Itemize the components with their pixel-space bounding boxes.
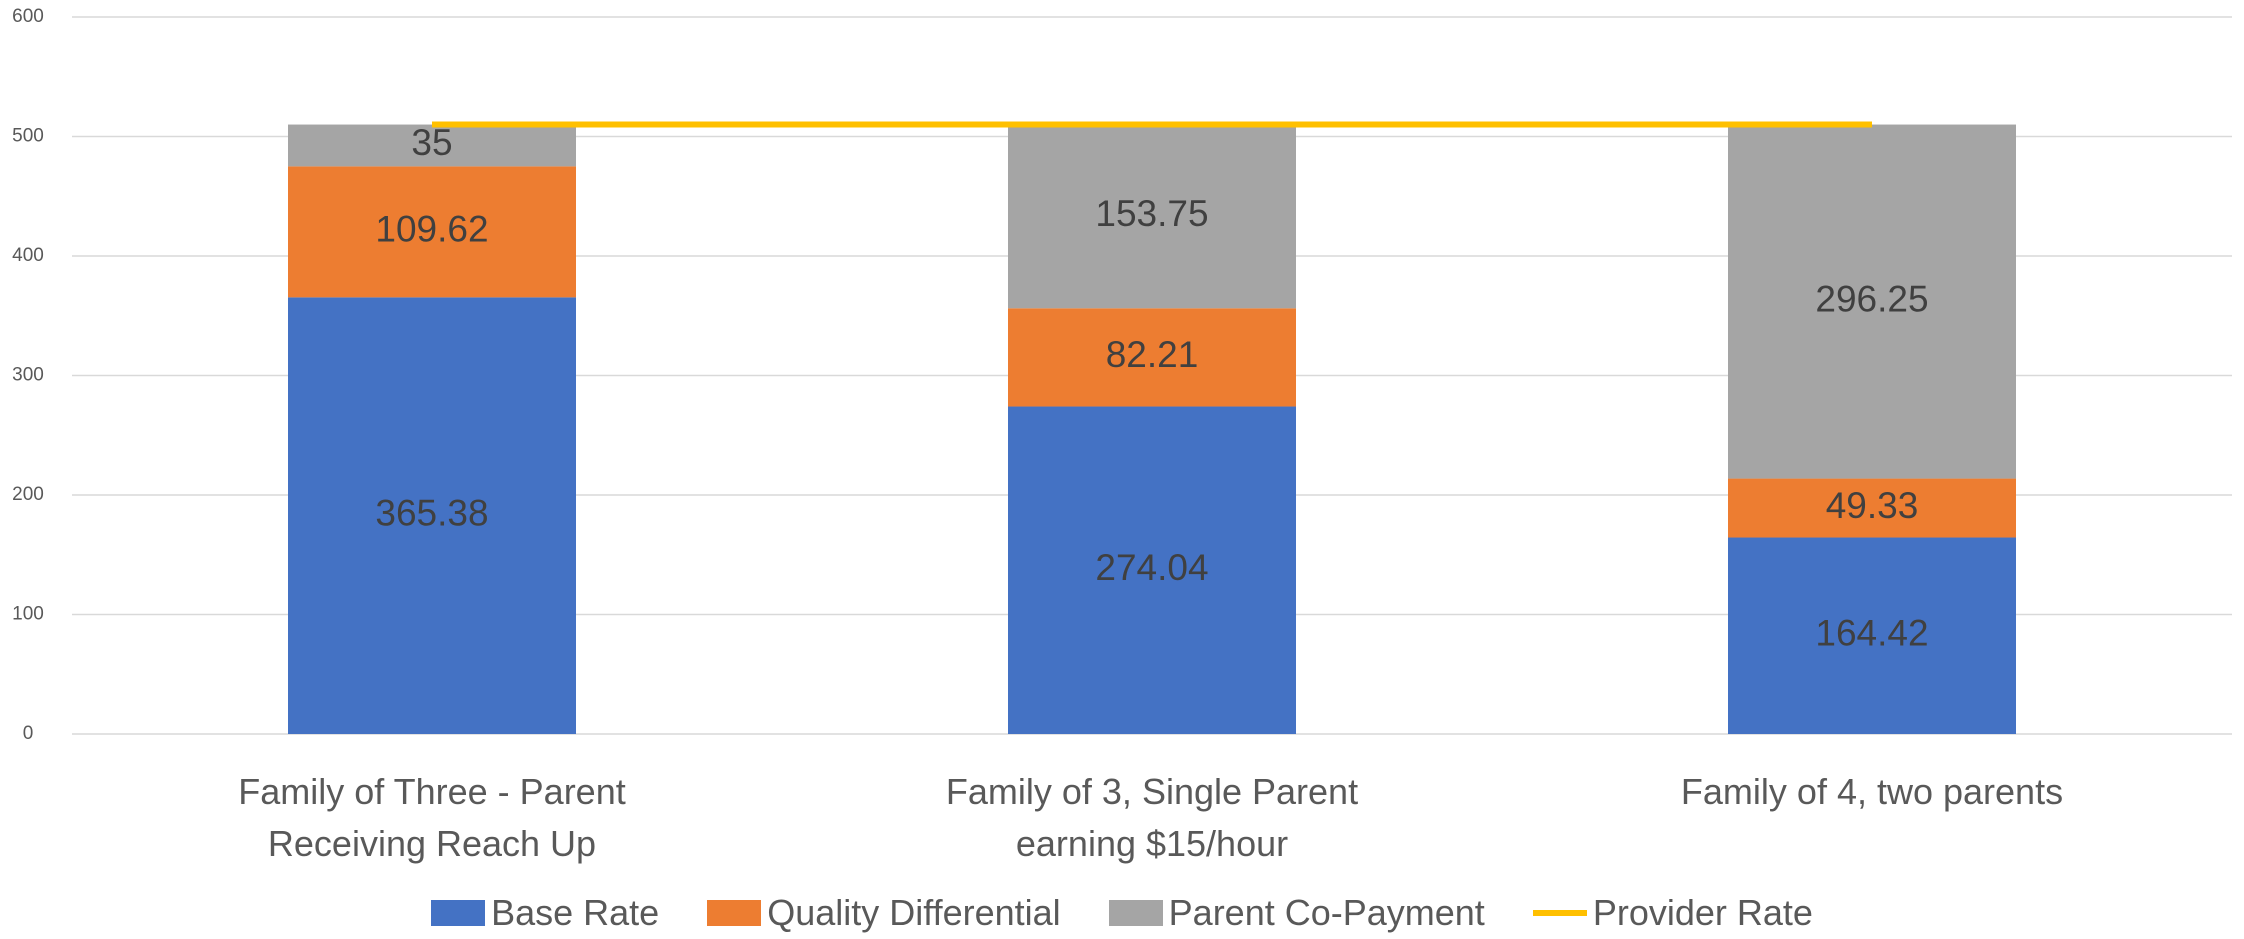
legend-item: Base Rate — [431, 892, 659, 934]
legend-swatch — [707, 900, 762, 926]
bar-segment — [1008, 308, 1296, 407]
y-tick-label: 300 — [12, 365, 44, 386]
legend-label: Base Rate — [491, 892, 660, 933]
legend-item: Parent Co-Payment — [1108, 892, 1485, 934]
legend-label: Quality Differential — [767, 892, 1061, 933]
x-tick-label: Family of 3, Single Parent earning $15/h… — [945, 771, 1359, 864]
y-tick-label: 400 — [12, 245, 44, 266]
data-label: 296.25 — [1815, 278, 1928, 319]
y-tick-label: 100 — [12, 604, 44, 625]
data-label: 109.62 — [375, 209, 488, 250]
x-tick-label: Family of 4, two parents — [1680, 771, 2064, 812]
legend-label: Parent Co-Payment — [1168, 892, 1485, 933]
bar-segment — [288, 297, 576, 734]
data-label: 365.38 — [375, 492, 488, 533]
legend-swatch — [1532, 910, 1587, 916]
legend: Base Rate Quality Differential Parent Co-P… — [0, 892, 2244, 934]
legend-swatch — [1108, 900, 1163, 926]
bar-segment — [1728, 124, 2016, 479]
legend-item: Quality Differential — [707, 892, 1061, 934]
y-tick-label: 600 — [12, 6, 44, 27]
y-tick-label: 200 — [12, 484, 44, 505]
bar-segment — [1728, 537, 2016, 734]
legend-item: Provider Rate — [1532, 892, 1813, 934]
data-label: 49.33 — [1826, 485, 1919, 526]
y-tick-label: 0 — [23, 723, 34, 744]
data-label: 35 — [411, 122, 452, 163]
legend-swatch — [431, 900, 486, 926]
bar-segment — [288, 124, 576, 167]
data-label: 164.42 — [1815, 613, 1928, 654]
data-label: 274.04 — [1095, 547, 1208, 588]
bar-segment — [1008, 124, 1296, 309]
legend-label: Provider Rate — [1592, 892, 1813, 933]
bar-segment — [1008, 406, 1296, 734]
data-label: 82.21 — [1106, 334, 1199, 375]
x-tick-label: Family of Three - Parent Receiving Reach… — [238, 771, 626, 864]
bar-segment — [1728, 478, 2016, 538]
data-label: 153.75 — [1095, 193, 1208, 234]
bar-segment — [288, 166, 576, 298]
y-tick-label: 500 — [12, 126, 44, 147]
